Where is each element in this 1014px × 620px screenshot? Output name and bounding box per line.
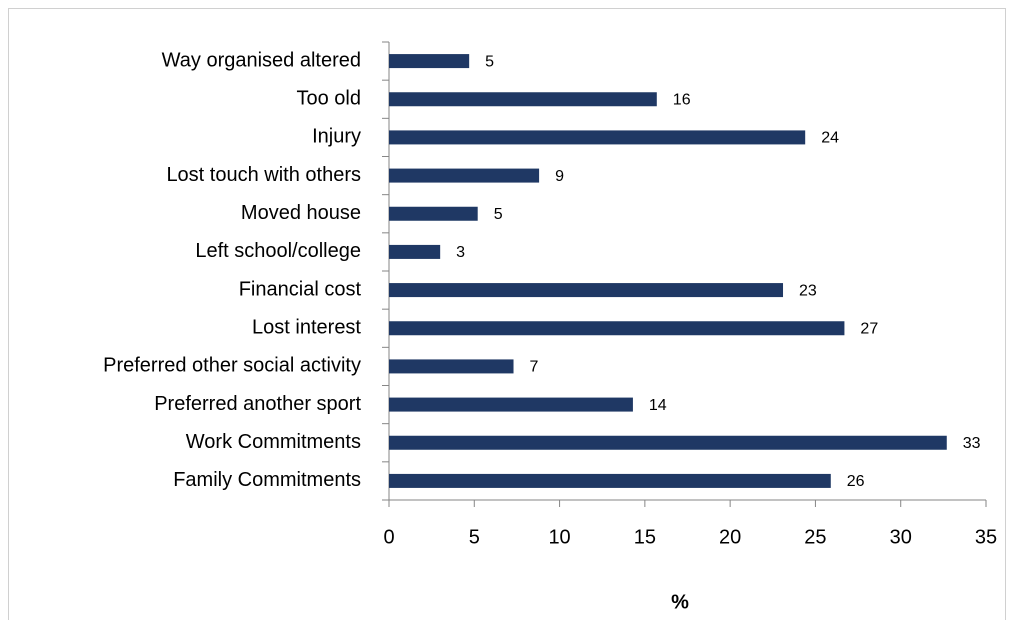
y-tick-label: Lost interest xyxy=(252,317,361,339)
bar xyxy=(389,397,633,412)
value-label: 7 xyxy=(530,359,539,376)
x-tick-label: 30 xyxy=(890,526,912,548)
bar xyxy=(389,92,657,107)
value-label: 16 xyxy=(673,91,691,108)
bar xyxy=(389,359,514,374)
value-label: 5 xyxy=(494,206,503,223)
y-tick-label: Way organised altered xyxy=(162,49,361,71)
bar xyxy=(389,435,947,450)
value-label: 27 xyxy=(860,320,878,337)
x-tick-label: 15 xyxy=(634,526,656,548)
value-label: 5 xyxy=(485,53,494,70)
bar xyxy=(389,283,784,298)
y-tick-label: Too old xyxy=(297,88,362,110)
bar xyxy=(389,244,441,259)
y-tick-label: Family Commitments xyxy=(173,469,361,491)
y-tick-label: Work Commitments xyxy=(186,431,361,453)
value-label: 3 xyxy=(456,244,465,261)
value-label: 26 xyxy=(847,473,865,490)
value-label: 14 xyxy=(649,397,667,414)
y-tick-label: Preferred other social activity xyxy=(103,355,361,377)
x-axis-label: % xyxy=(671,591,689,613)
x-tick-label: 20 xyxy=(719,526,741,548)
bar xyxy=(389,206,478,221)
y-tick-label: Injury xyxy=(312,126,361,148)
bar xyxy=(389,168,540,183)
value-label: 33 xyxy=(963,435,981,452)
y-tick-label: Lost touch with others xyxy=(166,164,361,186)
chart-border xyxy=(8,8,1006,620)
x-tick-label: 0 xyxy=(383,526,394,548)
x-tick-label: 35 xyxy=(975,526,997,548)
y-tick-label: Financial cost xyxy=(239,278,362,300)
bar xyxy=(389,321,845,336)
x-tick-label: 25 xyxy=(804,526,826,548)
value-label: 9 xyxy=(555,168,564,185)
y-tick-label: Preferred another sport xyxy=(154,393,361,415)
x-tick-label: 10 xyxy=(548,526,570,548)
bar xyxy=(389,130,806,145)
bar xyxy=(389,473,831,488)
y-tick-label: Left school/college xyxy=(195,240,361,262)
x-tick-label: 5 xyxy=(469,526,480,548)
value-label: 23 xyxy=(799,282,817,299)
value-label: 24 xyxy=(821,130,839,147)
bar xyxy=(389,54,470,69)
y-tick-label: Moved house xyxy=(241,202,361,224)
